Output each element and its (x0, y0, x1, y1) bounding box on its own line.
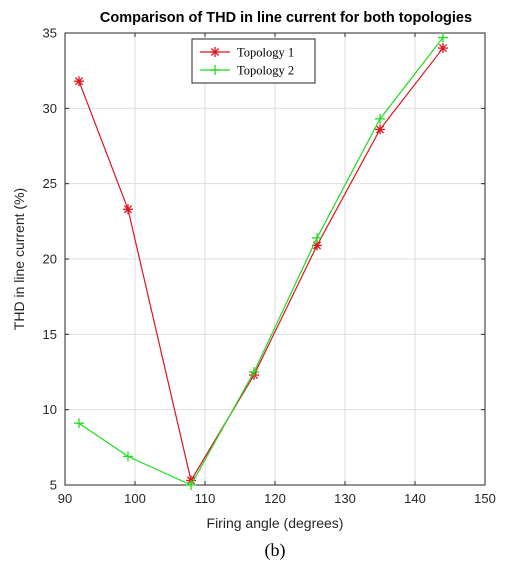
data-point (186, 480, 196, 490)
data-point (123, 451, 133, 462)
figure-caption: (b) (265, 540, 286, 561)
legend-marker (210, 65, 220, 75)
data-point (375, 113, 385, 124)
y-tick-label: 5 (50, 478, 57, 493)
x-tick-label: 100 (124, 491, 146, 506)
x-axis-label: Firing angle (degrees) (207, 515, 344, 531)
legend-label: Topology 2 (237, 64, 294, 78)
y-tick-label: 10 (43, 402, 57, 417)
data-point (312, 232, 322, 243)
legend-item: Topology 1 (200, 46, 294, 60)
y-axis-label: THD in line current (%) (11, 188, 27, 330)
x-tick-label: 130 (334, 491, 356, 506)
x-tick-label: 150 (474, 491, 496, 506)
data-point (74, 76, 84, 87)
data-point (438, 32, 448, 43)
y-tick-label: 35 (43, 26, 57, 41)
y-tick-label: 25 (43, 176, 57, 191)
data-point (438, 43, 448, 54)
series-2 (74, 32, 448, 490)
x-tick-label: 90 (58, 491, 72, 506)
x-tick-label: 140 (404, 491, 426, 506)
chart-title: Comparison of THD in line current for bo… (100, 10, 472, 26)
y-tick-label: 30 (43, 101, 57, 116)
data-point (249, 367, 259, 377)
y-tick-label: 20 (43, 252, 57, 267)
data-point (375, 124, 385, 135)
axis-ticks: 90 100 110 120 130 140 150 5 10 15 20 25 30 35 (43, 26, 496, 507)
series-lines (74, 32, 448, 490)
data-point (74, 418, 84, 429)
x-tick-label: 110 (195, 491, 216, 506)
legend-label: Topology 1 (237, 46, 294, 60)
grid-lines (65, 33, 485, 485)
legend-box (191, 38, 316, 84)
y-tick-label: 15 (43, 327, 57, 342)
x-tick-label: 120 (264, 491, 286, 506)
data-point (123, 204, 133, 215)
legend: Topology 1 Topology 2 (191, 38, 316, 84)
legend-item: Topology 2 (200, 64, 294, 78)
legend-marker (210, 47, 220, 57)
